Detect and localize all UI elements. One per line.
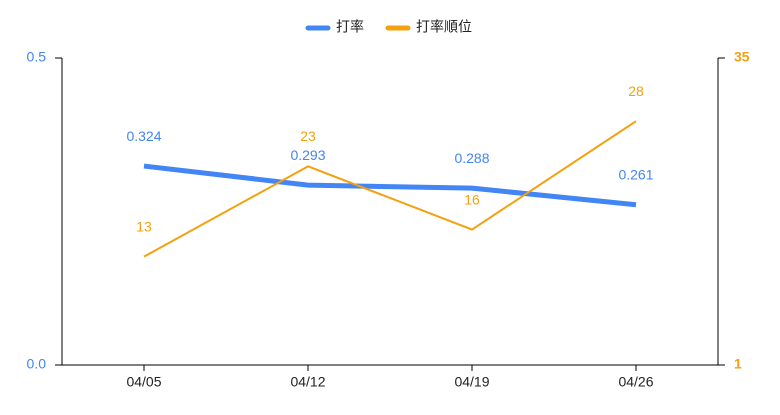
data-label: 0.324 [126, 128, 161, 144]
y2-tick-label: 35 [734, 49, 750, 65]
data-label: 23 [300, 128, 316, 144]
data-label: 0.261 [618, 166, 653, 182]
x-tick-label: 04/19 [454, 374, 489, 390]
x-tick-label: 04/26 [618, 374, 653, 390]
data-label: 0.293 [290, 147, 325, 163]
y-tick-label: 0.0 [27, 356, 47, 372]
data-label: 13 [136, 218, 152, 234]
data-label: 28 [628, 83, 644, 99]
data-label: 16 [464, 191, 480, 207]
legend-label: 打率 [336, 19, 364, 35]
legend-label: 打率順位 [416, 19, 472, 35]
y2-tick-label: 1 [734, 356, 742, 372]
series-line [143, 163, 637, 208]
x-tick-label: 04/12 [290, 374, 325, 390]
y-tick-label: 0.5 [27, 49, 47, 65]
x-tick-label: 04/05 [126, 374, 161, 390]
data-label: 0.288 [454, 150, 489, 166]
series-line [143, 120, 637, 258]
